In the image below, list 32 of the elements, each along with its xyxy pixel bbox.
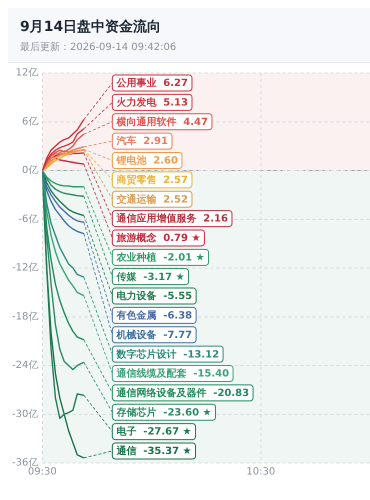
y-tick-label: -30亿 — [12, 408, 38, 420]
chart-subtitle: 最后更新：2026-09-14 09:42:06 — [20, 40, 178, 54]
text: 存储芯片 -23.60 ★ — [116, 407, 212, 418]
text: 交通运输 2.52 — [116, 194, 188, 206]
y-tick-label: -6亿 — [18, 214, 38, 225]
text: 商贸零售 2.57 — [116, 174, 188, 186]
y-tick-label: 6亿 — [22, 116, 38, 128]
y-tick-label: -24亿 — [12, 360, 38, 372]
text: 通信网络设备及器件 -20.83 — [116, 388, 250, 399]
text: 锂电池 2.60 — [116, 156, 178, 167]
text: 电子 -27.67 ★ — [116, 426, 192, 438]
text: 通信线缆及配套 -15.40 — [116, 368, 230, 380]
y-tick-label: 12亿 — [16, 68, 38, 79]
text: 旅游概念 0.79 ★ — [116, 233, 200, 244]
text: 横向通用软件 4.47 — [116, 116, 208, 128]
y-tick-label: 0亿 — [22, 165, 38, 176]
y-tick-label: -12亿 — [12, 262, 38, 274]
text: 通信 -35.37 ★ — [116, 446, 192, 458]
text: 有色金属 -6.38 — [116, 310, 192, 322]
text: 机械设备 -7.77 — [116, 330, 192, 341]
text: 电力设备 -5.55 — [116, 291, 192, 302]
text: 农业种植 -2.01 ★ — [116, 252, 205, 264]
x-tick-label: 09:30 — [28, 466, 57, 478]
text: 汽车 2.91 — [116, 136, 168, 148]
x-tick-label: 10:30 — [246, 466, 276, 478]
chart-title: 9月14日盘中资金流向 — [20, 18, 162, 36]
text: 数字芯片设计 -13.12 — [116, 349, 220, 360]
text: 传媒 -3.17 ★ — [116, 272, 185, 283]
text: 公用事业 6.27 — [116, 78, 188, 90]
text: 火力发电 5.13 — [116, 97, 188, 108]
text: 通信应用增值服务 2.16 — [116, 214, 228, 225]
y-tick-label: -18亿 — [12, 311, 38, 322]
